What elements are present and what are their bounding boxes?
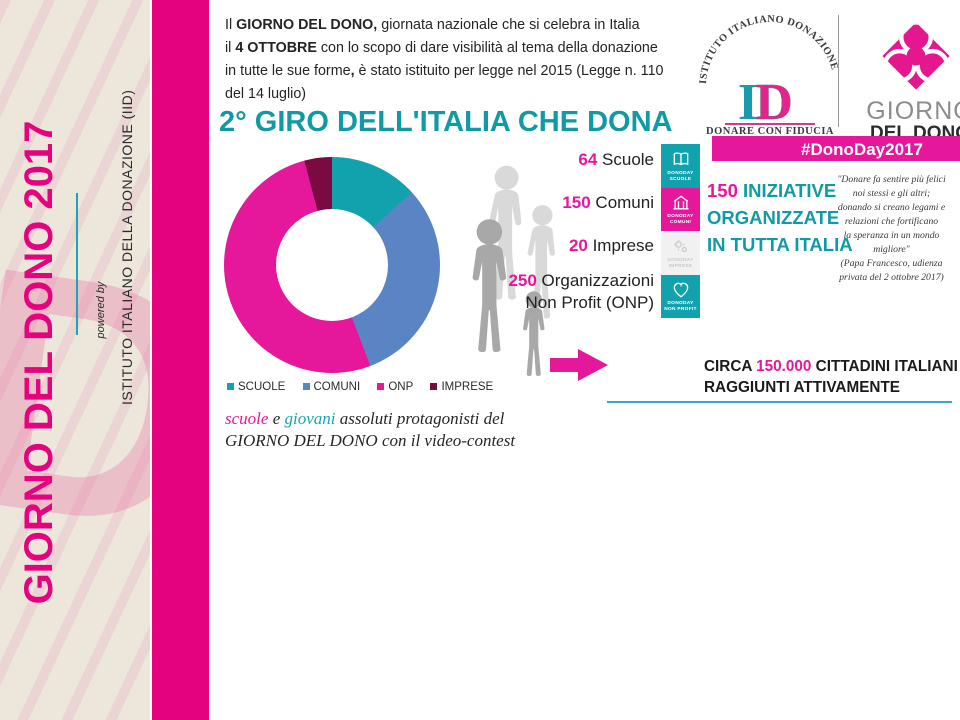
svg-text:D: D (755, 74, 793, 131)
